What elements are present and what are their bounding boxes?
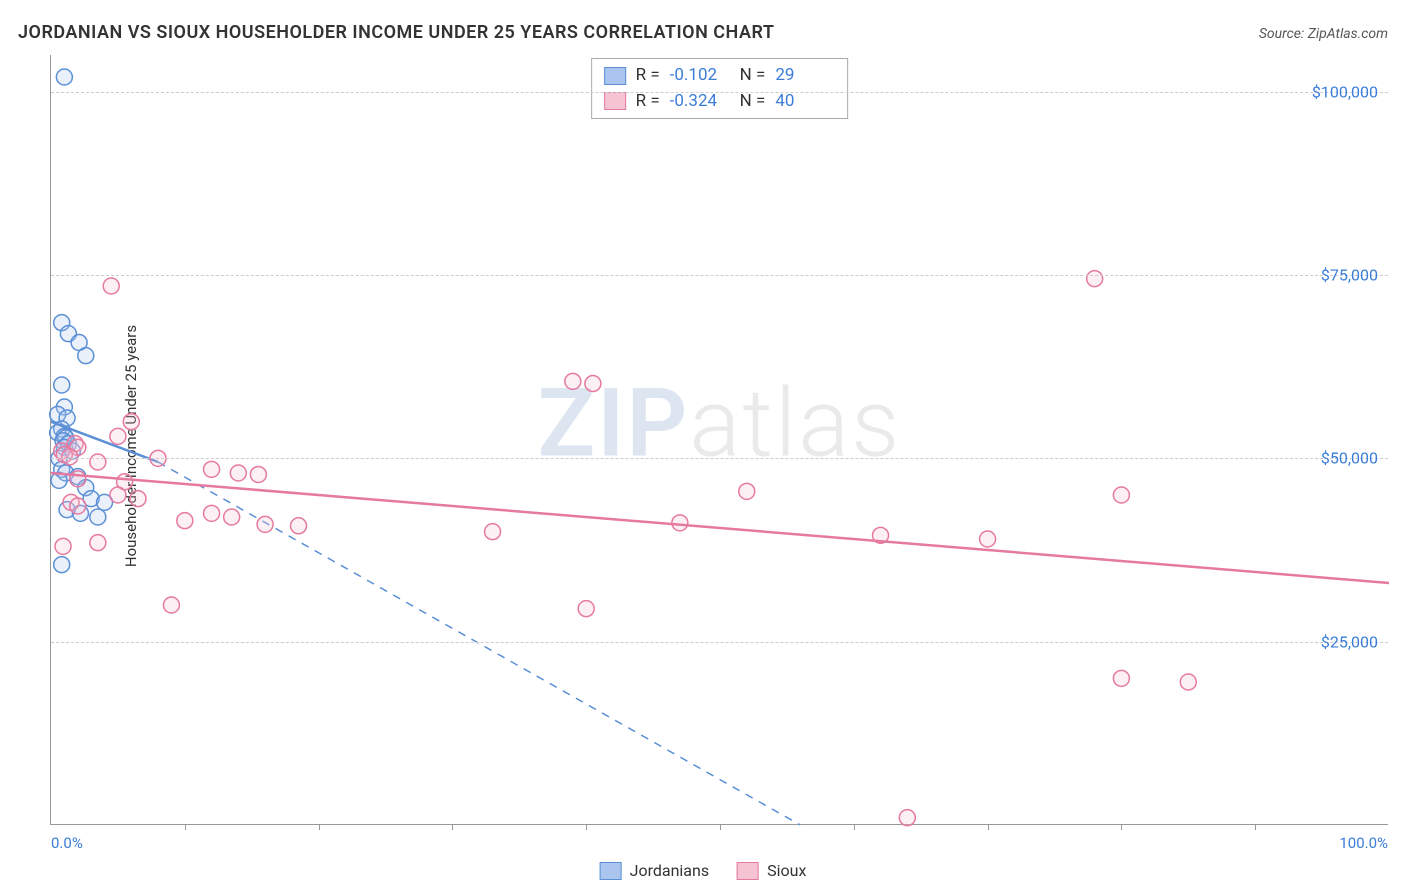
data-point xyxy=(110,428,126,444)
data-point xyxy=(55,538,71,554)
legend-label: Sioux xyxy=(767,861,806,880)
data-point xyxy=(103,278,119,294)
plot-area: ZIPatlas R =-0.102N =29R =-0.324N =40 0.… xyxy=(50,55,1388,825)
x-axis-min-label: 0.0% xyxy=(51,834,83,852)
data-point xyxy=(123,414,139,430)
x-tick xyxy=(319,824,320,830)
x-tick xyxy=(452,824,453,830)
source-attribution: Source: ZipAtlas.com xyxy=(1259,26,1388,42)
data-point xyxy=(250,466,266,482)
x-tick xyxy=(720,824,721,830)
data-point xyxy=(70,498,86,514)
legend-swatch xyxy=(600,862,622,880)
chart-svg xyxy=(51,55,1388,824)
data-point xyxy=(485,524,501,540)
data-point xyxy=(585,376,601,392)
x-axis-max-label: 100.0% xyxy=(1339,834,1388,852)
x-tick xyxy=(185,824,186,830)
y-tick-label: $25,000 xyxy=(1321,632,1378,651)
data-point xyxy=(899,810,915,826)
data-point xyxy=(177,513,193,529)
gridline xyxy=(51,458,1388,459)
series-swatch xyxy=(604,92,626,110)
data-point xyxy=(130,491,146,507)
stats-box: R =-0.102N =29R =-0.324N =40 xyxy=(591,58,849,119)
data-point xyxy=(1180,674,1196,690)
stats-row: R = -0.102 N = 29 xyxy=(604,63,836,89)
data-point xyxy=(54,377,70,393)
data-point xyxy=(204,505,220,521)
trend-line xyxy=(51,473,1389,583)
data-point xyxy=(78,348,94,364)
data-point xyxy=(980,531,996,547)
data-point xyxy=(224,509,240,525)
data-point xyxy=(257,516,273,532)
data-point xyxy=(90,535,106,551)
data-point xyxy=(291,518,307,534)
y-tick-label: $100,000 xyxy=(1312,82,1378,101)
n-value: 29 xyxy=(775,63,835,89)
data-point xyxy=(54,557,70,573)
data-point xyxy=(230,465,246,481)
r-value: -0.102 xyxy=(670,63,730,89)
legend-item: Sioux xyxy=(737,861,806,880)
x-tick xyxy=(586,824,587,830)
data-point xyxy=(56,69,72,85)
chart-title: JORDANIAN VS SIOUX HOUSEHOLDER INCOME UN… xyxy=(18,22,774,43)
legend: Jordanians Sioux xyxy=(600,861,807,880)
gridline xyxy=(51,642,1388,643)
series-swatch xyxy=(604,67,626,85)
legend-swatch xyxy=(737,862,759,880)
data-point xyxy=(90,454,106,470)
data-point xyxy=(70,471,86,487)
legend-item: Jordanians xyxy=(600,861,709,880)
data-point xyxy=(1087,271,1103,287)
data-point xyxy=(565,373,581,389)
n-label: N = xyxy=(740,63,766,89)
gridline xyxy=(51,92,1388,93)
gridline xyxy=(51,275,1388,276)
trend-line-extrapolated xyxy=(158,462,800,825)
data-point xyxy=(90,509,106,525)
x-tick xyxy=(1121,824,1122,830)
data-point xyxy=(1113,670,1129,686)
x-tick xyxy=(1255,824,1256,830)
data-point xyxy=(204,461,220,477)
y-tick-label: $50,000 xyxy=(1321,449,1378,468)
y-tick-label: $75,000 xyxy=(1321,266,1378,285)
r-label: R = xyxy=(636,63,660,89)
legend-label: Jordanians xyxy=(630,861,709,880)
data-point xyxy=(62,449,78,465)
x-tick xyxy=(988,824,989,830)
data-point xyxy=(1113,487,1129,503)
data-point xyxy=(110,487,126,503)
data-point xyxy=(672,515,688,531)
x-tick xyxy=(854,824,855,830)
data-point xyxy=(163,597,179,613)
data-point xyxy=(739,483,755,499)
data-point xyxy=(578,601,594,617)
